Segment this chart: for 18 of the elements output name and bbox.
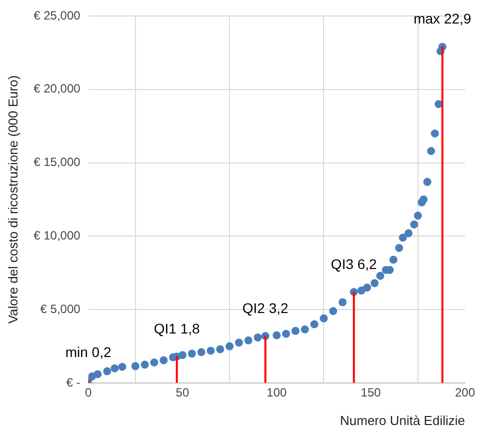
annotation: QI3 6,2 xyxy=(330,256,378,272)
x-tick-label: 100 xyxy=(266,386,287,400)
y-tick-label: € 5,000 xyxy=(40,302,81,316)
y-tick-label: € 15,000 xyxy=(34,155,81,170)
x-axis-title: Numero Unità Edilizie xyxy=(340,412,465,428)
annotation: min 0,2 xyxy=(65,344,112,360)
y-axis-title: Valore del costo di ricostruzione (000 Euro) xyxy=(5,75,20,324)
x-tick-label: 150 xyxy=(360,386,382,400)
x-tick-label: 200 xyxy=(454,386,476,400)
y-tick-label: € - xyxy=(66,375,80,390)
y-tick-label: € 10,000 xyxy=(34,228,81,243)
annotation: QI1 1,8 xyxy=(154,320,200,336)
y-tick-label: € 25,000 xyxy=(34,8,81,22)
annotation: QI2 3,2 xyxy=(242,300,289,316)
y-tick-label: € 20,000 xyxy=(34,82,81,96)
x-tick-label: 50 xyxy=(176,386,190,400)
annotation: max 22,9 xyxy=(414,10,472,27)
x-tick-label: 0 xyxy=(84,386,92,400)
